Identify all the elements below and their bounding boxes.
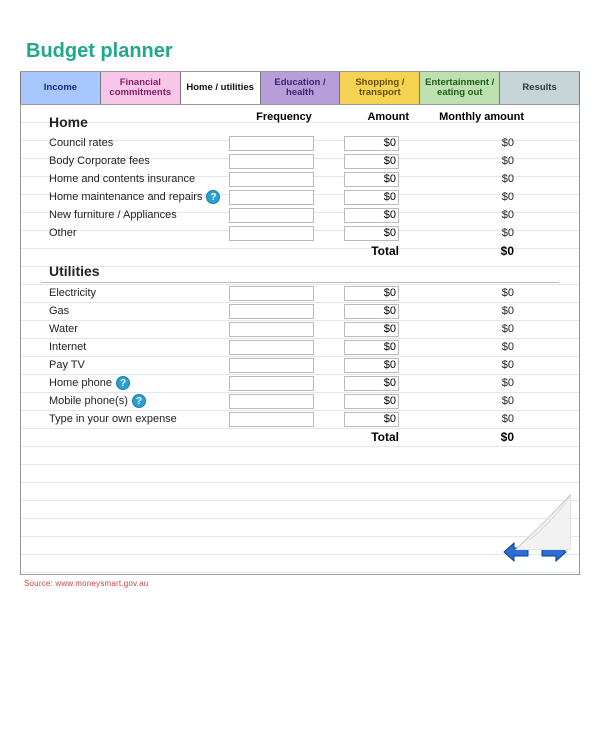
expense-label: Type in your own expense: [49, 413, 177, 425]
expense-row: Mobile phone(s)? $0: [49, 392, 559, 410]
expense-label: Mobile phone(s): [49, 395, 128, 407]
frequency-input-electricity[interactable]: [229, 286, 314, 301]
expense-label: Home phone: [49, 377, 112, 389]
expense-row: Internet $0: [49, 338, 559, 356]
col-monthly: Monthly amount: [409, 111, 524, 132]
main-panel: HomeFrequencyAmountMonthly amount Council…: [20, 105, 580, 575]
amount-input-electricity[interactable]: [344, 286, 399, 301]
help-icon[interactable]: ?: [206, 190, 220, 204]
expense-label: Council rates: [49, 137, 113, 149]
tabs: IncomeFinancial commitmentsHome / utilit…: [20, 71, 580, 105]
amount-input-home-and-contents-insurance[interactable]: [344, 172, 399, 187]
expense-row: Gas $0: [49, 302, 559, 320]
monthly-amount: $0: [399, 137, 514, 149]
monthly-amount: $0: [399, 227, 514, 239]
total-value: $0: [399, 430, 514, 444]
amount-input-mobile-phone-s[interactable]: [344, 394, 399, 409]
monthly-amount: $0: [399, 209, 514, 221]
help-icon[interactable]: ?: [116, 376, 130, 390]
expense-row: Body Corporate fees $0: [49, 152, 559, 170]
expense-label: Pay TV: [49, 359, 85, 371]
monthly-amount: $0: [399, 413, 514, 425]
expense-row: Type in your own expense $0: [49, 410, 559, 428]
monthly-amount: $0: [399, 395, 514, 407]
expense-label: Water: [49, 323, 78, 335]
budget-planner: Budget planner IncomeFinancial commitmen…: [20, 40, 580, 588]
amount-input-other[interactable]: [344, 226, 399, 241]
amount-input-home-maintenance-and-repairs[interactable]: [344, 190, 399, 205]
expense-row: Electricity $0: [49, 284, 559, 302]
expense-label: New furniture / Appliances: [49, 209, 177, 221]
tab-shopping-transport[interactable]: Shopping / transport: [340, 72, 420, 104]
tab-home-utilities[interactable]: Home / utilities: [181, 72, 261, 104]
frequency-input-council-rates[interactable]: [229, 136, 314, 151]
page-curl-icon: [515, 494, 571, 550]
expense-row: Home and contents insurance $0: [49, 170, 559, 188]
frequency-input-body-corporate-fees[interactable]: [229, 154, 314, 169]
amount-input-council-rates[interactable]: [344, 136, 399, 151]
amount-input-gas[interactable]: [344, 304, 399, 319]
expense-row: Pay TV $0: [49, 356, 559, 374]
amount-input-internet[interactable]: [344, 340, 399, 355]
expense-label: Gas: [49, 305, 69, 317]
frequency-input-pay-tv[interactable]: [229, 358, 314, 373]
expense-label: Other: [49, 227, 77, 239]
frequency-input-mobile-phone-s[interactable]: [229, 394, 314, 409]
amount-input-type-in-your-own-expense[interactable]: [344, 412, 399, 427]
frequency-input-internet[interactable]: [229, 340, 314, 355]
footer-note: Source: www.moneysmart.gov.au: [24, 579, 580, 588]
frequency-input-water[interactable]: [229, 322, 314, 337]
expense-row: Home maintenance and repairs? $0: [49, 188, 559, 206]
tab-education-health[interactable]: Education / health: [261, 72, 341, 104]
total-row-home: Total$0: [49, 242, 559, 260]
expense-row: Council rates $0: [49, 134, 559, 152]
monthly-amount: $0: [399, 359, 514, 371]
frequency-input-home-phone[interactable]: [229, 376, 314, 391]
frequency-input-home-maintenance-and-repairs[interactable]: [229, 190, 314, 205]
monthly-amount: $0: [399, 155, 514, 167]
page-title: Budget planner: [26, 40, 580, 63]
total-label: Total: [319, 244, 399, 258]
monthly-amount: $0: [399, 377, 514, 389]
amount-input-home-phone[interactable]: [344, 376, 399, 391]
tab-income[interactable]: Income: [20, 72, 101, 104]
expense-label: Electricity: [49, 287, 96, 299]
frequency-input-gas[interactable]: [229, 304, 314, 319]
total-label: Total: [319, 430, 399, 444]
tab-results[interactable]: Results: [500, 72, 580, 104]
frequency-input-type-in-your-own-expense[interactable]: [229, 412, 314, 427]
expense-label: Home and contents insurance: [49, 173, 195, 185]
expense-label: Home maintenance and repairs: [49, 191, 202, 203]
monthly-amount: $0: [399, 287, 514, 299]
frequency-input-new-furniture-appliances[interactable]: [229, 208, 314, 223]
expense-label: Internet: [49, 341, 86, 353]
expense-row: Other $0: [49, 224, 559, 242]
expense-row: New furniture / Appliances $0: [49, 206, 559, 224]
col-frequency: Frequency: [239, 111, 329, 132]
total-value: $0: [399, 244, 514, 258]
total-row-utilities: Total$0: [49, 428, 559, 446]
monthly-amount: $0: [399, 341, 514, 353]
expense-row: Water $0: [49, 320, 559, 338]
expense-label: Body Corporate fees: [49, 155, 150, 167]
help-icon[interactable]: ?: [132, 394, 146, 408]
tab-financial-commitments[interactable]: Financial commitments: [101, 72, 181, 104]
frequency-input-home-and-contents-insurance[interactable]: [229, 172, 314, 187]
col-amount: Amount: [329, 111, 409, 132]
tab-entertainment-eating-out[interactable]: Entertainment / eating out: [420, 72, 500, 104]
amount-input-water[interactable]: [344, 322, 399, 337]
monthly-amount: $0: [399, 323, 514, 335]
amount-input-new-furniture-appliances[interactable]: [344, 208, 399, 223]
monthly-amount: $0: [399, 173, 514, 185]
nav-arrows: [501, 540, 569, 564]
monthly-amount: $0: [399, 191, 514, 203]
expense-row: Home phone? $0: [49, 374, 559, 392]
section-title-home: Home: [49, 111, 239, 132]
monthly-amount: $0: [399, 305, 514, 317]
frequency-input-other[interactable]: [229, 226, 314, 241]
section-title-utilities: Utilities: [49, 260, 559, 281]
amount-input-body-corporate-fees[interactable]: [344, 154, 399, 169]
amount-input-pay-tv[interactable]: [344, 358, 399, 373]
